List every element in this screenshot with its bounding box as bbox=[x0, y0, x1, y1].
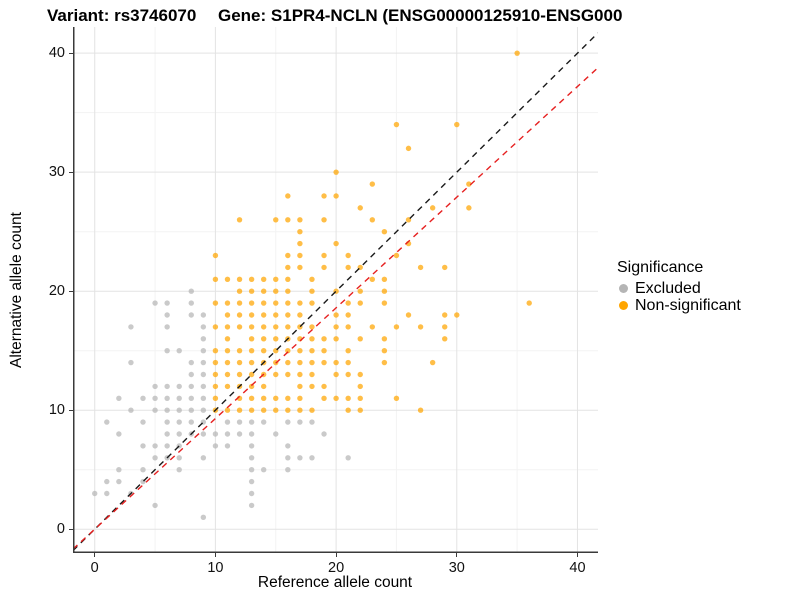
y-tick-label: 0 bbox=[56, 521, 65, 538]
x-tick-mark bbox=[576, 553, 578, 557]
x-tick-mark bbox=[335, 553, 337, 557]
x-tick-mark bbox=[456, 553, 458, 557]
y-axis-label: Alternative allele count bbox=[8, 212, 25, 368]
y-tick-mark bbox=[69, 290, 73, 292]
legend-item-non-significant: Non-significant bbox=[617, 297, 741, 314]
x-tick-label: 40 bbox=[569, 560, 586, 576]
y-tick-mark bbox=[69, 171, 73, 173]
legend-item-excluded: Excluded bbox=[617, 280, 741, 297]
y-tick-label: 30 bbox=[48, 164, 65, 181]
x-tick-label: 30 bbox=[448, 560, 465, 576]
plot-title-variant: Variant: rs3746070 bbox=[47, 6, 197, 25]
y-tick-mark bbox=[69, 409, 73, 411]
legend: Significance Excluded Non-significant bbox=[617, 259, 741, 314]
non-significant-point-icon bbox=[619, 301, 628, 310]
y-tick-label: 20 bbox=[48, 283, 65, 300]
plot-panel bbox=[73, 27, 598, 553]
x-tick-label: 0 bbox=[90, 560, 99, 576]
plot-title-gene: Gene: S1PR4-NCLN (ENSG00000125910-ENSG00… bbox=[218, 6, 623, 25]
legend-title: Significance bbox=[617, 259, 704, 276]
y-tick-label: 10 bbox=[48, 402, 65, 419]
y-tick-mark bbox=[69, 52, 73, 54]
y-tick-label: 40 bbox=[48, 45, 65, 62]
x-tick-mark bbox=[214, 553, 216, 557]
scatter-canvas bbox=[73, 27, 598, 553]
x-tick-mark bbox=[94, 553, 96, 557]
legend-item-label: Non-significant bbox=[635, 296, 741, 314]
x-axis-label: Reference allele count bbox=[257, 574, 413, 591]
y-tick-mark bbox=[69, 528, 73, 530]
x-tick-label: 10 bbox=[207, 560, 224, 576]
excluded-point-icon bbox=[619, 284, 628, 293]
legend-item-label: Excluded bbox=[635, 279, 701, 297]
x-tick-label: 20 bbox=[328, 560, 345, 576]
